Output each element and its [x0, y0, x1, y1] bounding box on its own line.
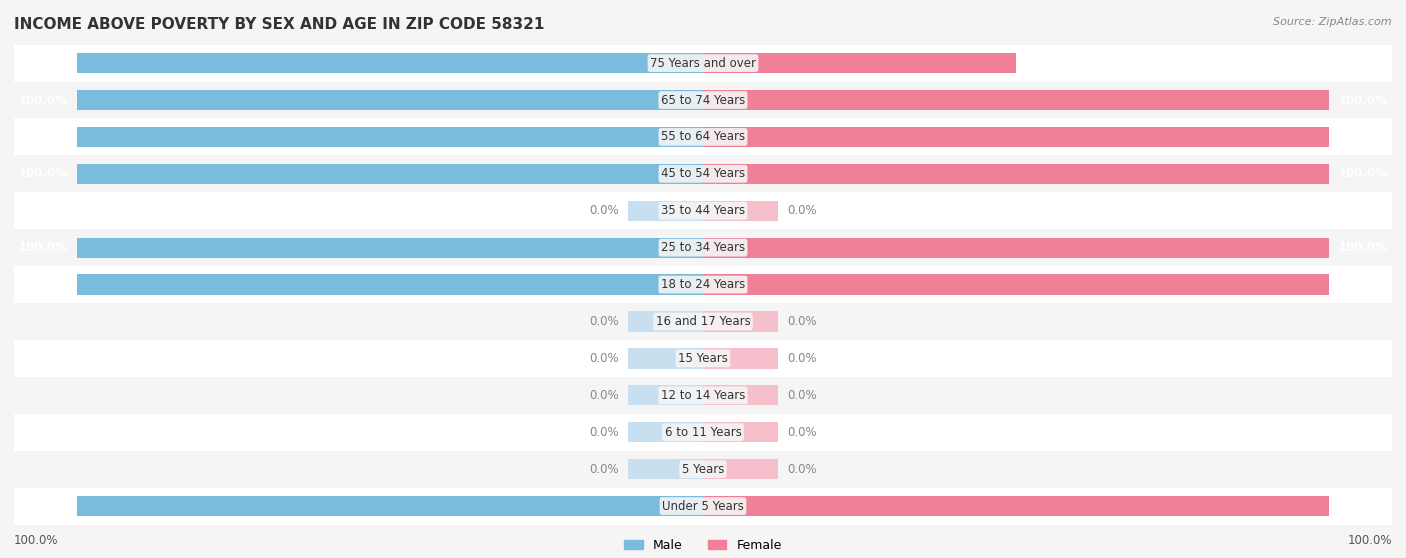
Text: 0.0%: 0.0% [589, 389, 619, 402]
Text: 0.0%: 0.0% [787, 463, 817, 475]
Bar [14, 377, 1392, 414]
Text: 100.0%: 100.0% [18, 241, 67, 254]
Text: Source: ZipAtlas.com: Source: ZipAtlas.com [1274, 17, 1392, 27]
Bar [703, 163, 1329, 184]
Bar [14, 266, 1392, 303]
Text: 0.0%: 0.0% [589, 315, 619, 328]
Text: 100.0%: 100.0% [1339, 94, 1388, 107]
Bar [14, 303, 1392, 340]
Text: 100.0%: 100.0% [18, 131, 67, 143]
Text: 12 to 14 Years: 12 to 14 Years [661, 389, 745, 402]
Text: 75 Years and over: 75 Years and over [650, 56, 756, 70]
Bar [14, 414, 1392, 451]
Bar [14, 118, 1392, 155]
Bar [703, 385, 778, 406]
Bar [703, 53, 1017, 73]
Text: 45 to 54 Years: 45 to 54 Years [661, 167, 745, 180]
Bar [703, 496, 1329, 516]
Bar [77, 90, 703, 110]
Bar [628, 422, 703, 442]
Bar [703, 422, 778, 442]
Text: 55 to 64 Years: 55 to 64 Years [661, 131, 745, 143]
Bar [14, 229, 1392, 266]
Text: Under 5 Years: Under 5 Years [662, 499, 744, 513]
Text: 50.0%: 50.0% [1025, 56, 1066, 70]
Text: 0.0%: 0.0% [787, 352, 817, 365]
Bar [628, 200, 703, 221]
Bar [703, 127, 1329, 147]
Text: 0.0%: 0.0% [589, 426, 619, 439]
Bar [703, 238, 1329, 258]
Bar [77, 127, 703, 147]
Bar [77, 163, 703, 184]
Bar [14, 451, 1392, 488]
Text: 100.0%: 100.0% [1339, 167, 1388, 180]
Bar [628, 385, 703, 406]
Text: 100.0%: 100.0% [18, 278, 67, 291]
Bar [703, 348, 778, 368]
Legend: Male, Female: Male, Female [619, 533, 787, 557]
Bar [77, 53, 703, 73]
Bar [703, 275, 1329, 295]
Text: 100.0%: 100.0% [1339, 499, 1388, 513]
Bar [628, 459, 703, 479]
Text: 100.0%: 100.0% [18, 499, 67, 513]
Text: 0.0%: 0.0% [787, 426, 817, 439]
Text: 0.0%: 0.0% [589, 352, 619, 365]
Text: 100.0%: 100.0% [1339, 131, 1388, 143]
Text: 100.0%: 100.0% [1339, 241, 1388, 254]
Bar [703, 459, 778, 479]
Bar [14, 193, 1392, 229]
Text: 15 Years: 15 Years [678, 352, 728, 365]
Bar [77, 496, 703, 516]
Bar [14, 81, 1392, 118]
Text: 0.0%: 0.0% [787, 315, 817, 328]
Text: 100.0%: 100.0% [1339, 278, 1388, 291]
Bar [703, 200, 778, 221]
Text: 16 and 17 Years: 16 and 17 Years [655, 315, 751, 328]
Bar [14, 340, 1392, 377]
Text: 35 to 44 Years: 35 to 44 Years [661, 204, 745, 217]
Bar [14, 45, 1392, 81]
Text: 65 to 74 Years: 65 to 74 Years [661, 94, 745, 107]
Text: 100.0%: 100.0% [1347, 534, 1392, 547]
Bar [77, 238, 703, 258]
Bar [703, 311, 778, 331]
Text: 0.0%: 0.0% [787, 204, 817, 217]
Bar [14, 488, 1392, 525]
Text: 100.0%: 100.0% [18, 56, 67, 70]
Text: 18 to 24 Years: 18 to 24 Years [661, 278, 745, 291]
Text: 0.0%: 0.0% [787, 389, 817, 402]
Bar [77, 275, 703, 295]
Bar [703, 90, 1329, 110]
Text: 5 Years: 5 Years [682, 463, 724, 475]
Text: 100.0%: 100.0% [14, 534, 59, 547]
Bar [628, 311, 703, 331]
Bar [14, 155, 1392, 193]
Text: 100.0%: 100.0% [18, 94, 67, 107]
Text: 6 to 11 Years: 6 to 11 Years [665, 426, 741, 439]
Text: INCOME ABOVE POVERTY BY SEX AND AGE IN ZIP CODE 58321: INCOME ABOVE POVERTY BY SEX AND AGE IN Z… [14, 17, 544, 32]
Text: 0.0%: 0.0% [589, 463, 619, 475]
Text: 100.0%: 100.0% [18, 167, 67, 180]
Bar [628, 348, 703, 368]
Text: 0.0%: 0.0% [589, 204, 619, 217]
Text: 25 to 34 Years: 25 to 34 Years [661, 241, 745, 254]
